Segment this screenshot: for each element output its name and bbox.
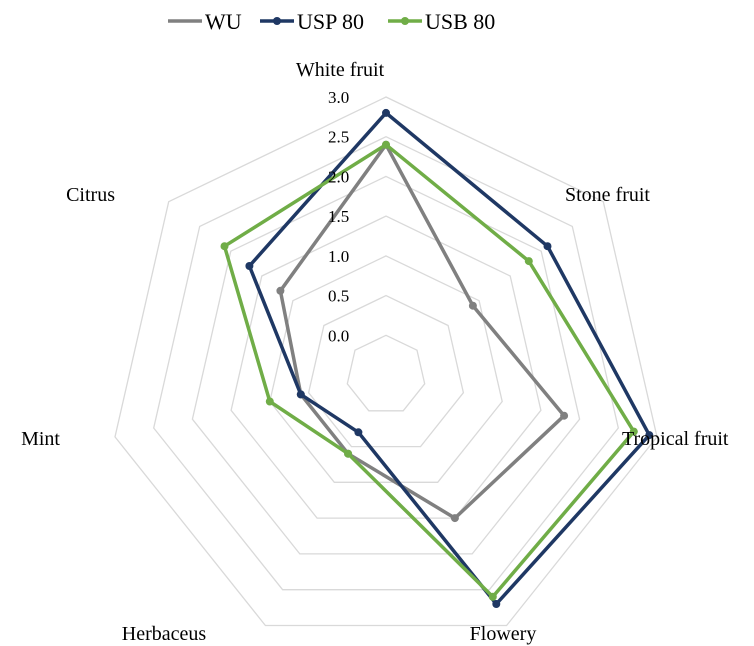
axis-labels: White fruit Stone fruit Tropical fruit Flow… (21, 59, 729, 645)
axis-label-tropical-fruit: Tropical fruit (622, 428, 729, 450)
radar-grid (114, 96, 658, 627)
data-point-usb-80-3 (488, 592, 497, 601)
series-line-usp-80 (247, 111, 652, 606)
tick-label: 1.5 (328, 207, 349, 226)
data-point-usp-80-0 (382, 108, 390, 117)
legend: WU USP 80 USB 80 (168, 9, 495, 34)
legend-label-usb-80: USB 80 (425, 9, 495, 34)
data-point-usb-80-6 (220, 242, 229, 251)
data-point-usp-80-6 (245, 262, 254, 270)
grid-ring-1 (307, 294, 465, 448)
tick-label: 2.5 (328, 128, 349, 147)
tick-label: 0.5 (328, 287, 349, 306)
legend-label-usp-80: USP 80 (297, 9, 364, 34)
legend-marker-usb-80 (401, 17, 409, 25)
tick-label: 3.0 (328, 88, 349, 107)
data-point-usb-80-2 (629, 427, 638, 436)
data-point-wu-6 (276, 286, 285, 295)
data-point-usb-80-5 (265, 397, 274, 406)
axis-label-flowery: Flowery (470, 623, 537, 645)
tick-label: 1.0 (328, 247, 349, 266)
radial-tick-labels: 0.0 0.5 1.0 1.5 2.0 2.5 3.0 (328, 88, 349, 345)
data-point-usp-80-5 (296, 390, 305, 399)
grid-ring-0 (346, 334, 426, 412)
grid-ring-6 (114, 96, 658, 627)
axis-label-mint: Mint (21, 428, 60, 450)
series-group (220, 108, 654, 608)
legend-marker-usp-80 (273, 17, 281, 25)
data-point-usp-80-1 (543, 242, 552, 251)
series-line-usb-80 (222, 142, 636, 599)
data-point-usp-80-2 (645, 431, 654, 440)
grid-ring-4 (191, 175, 581, 555)
data-point-wu-3 (450, 514, 459, 523)
tick-label: 0.0 (328, 326, 349, 345)
tick-label: 2.0 (328, 167, 349, 186)
data-point-wu-1 (468, 301, 477, 310)
axis-label-herbaceus: Herbaceus (122, 623, 207, 645)
axis-label-citrus: Citrus (66, 184, 115, 206)
grid-ring-5 (152, 135, 620, 591)
axis-label-stone-fruit: Stone fruit (565, 184, 650, 206)
data-point-usb-80-4 (344, 449, 353, 458)
grid-ring-3 (230, 215, 542, 519)
data-point-wu-2 (560, 411, 569, 420)
legend-label-wu: WU (205, 9, 242, 34)
data-point-usb-80-0 (382, 140, 390, 149)
grid-ring-2 (269, 255, 503, 483)
data-point-usp-80-3 (492, 600, 501, 608)
data-point-usp-80-4 (354, 428, 363, 437)
axis-label-white-fruit: White fruit (296, 59, 385, 81)
data-point-usb-80-1 (524, 257, 533, 266)
